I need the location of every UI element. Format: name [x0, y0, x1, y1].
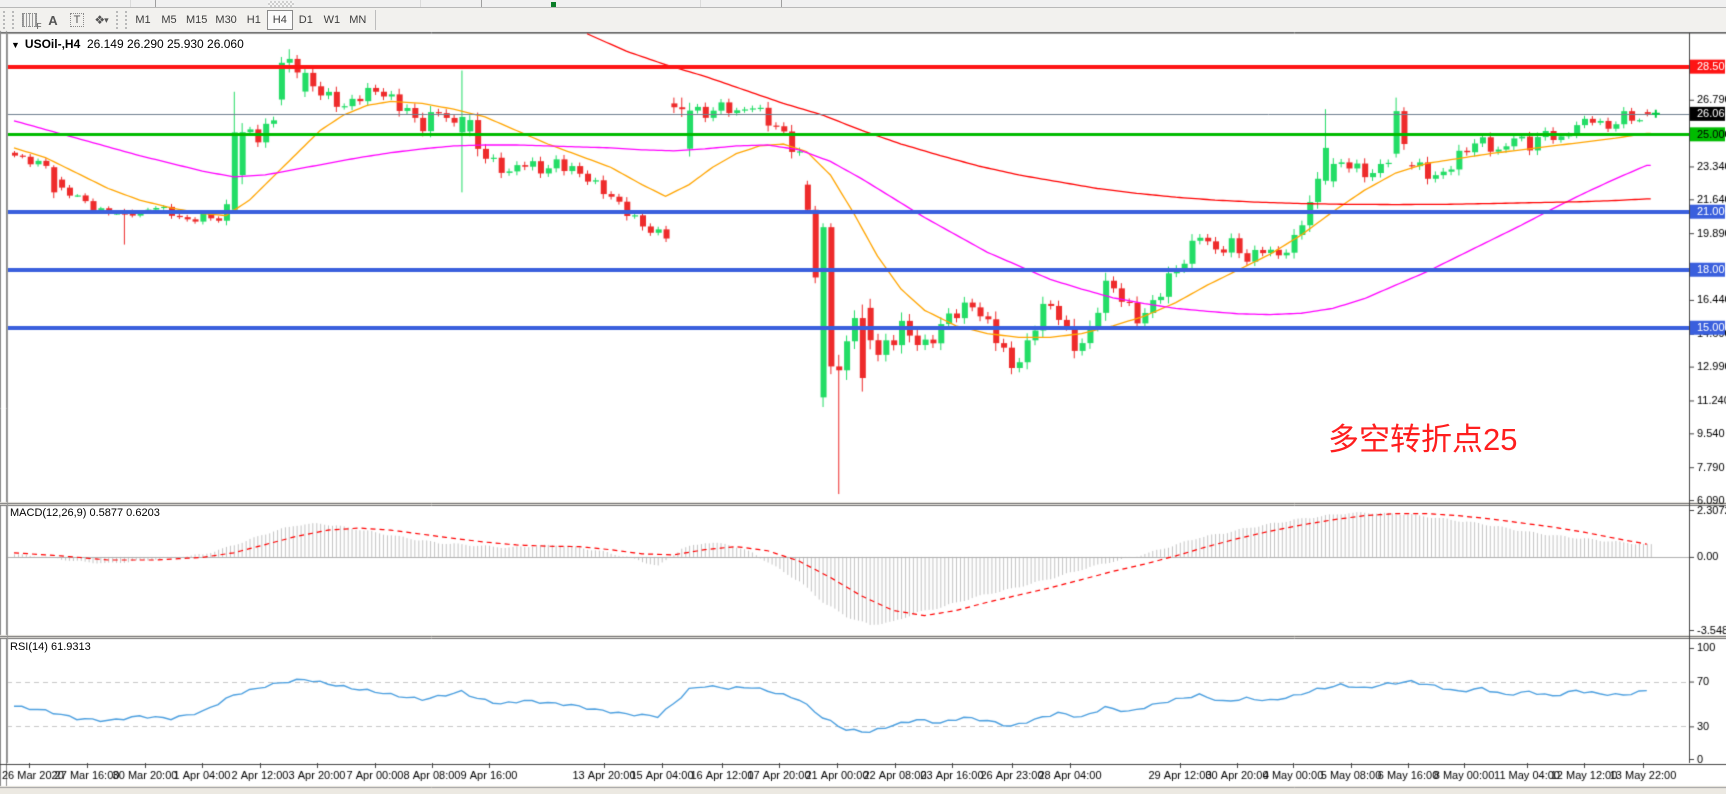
chart-annotation-text[interactable]: 多空转折点25 — [1328, 422, 1518, 457]
rsi-indicator-label: RSI(14) 61.9313 — [10, 641, 91, 653]
chart-ohlc-values: 26.149 26.290 25.930 26.060 — [86, 37, 244, 51]
macd-indicator-label: MACD(12,26,9) 0.5877 0.6203 — [10, 507, 160, 519]
chart-symbol-period: USOil-,H4 — [24, 37, 81, 51]
chart-title-caret-icon[interactable]: ▼ — [11, 40, 20, 50]
chart-title: ▼ USOil-,H4 26.149 26.290 25.930 26.060 — [11, 37, 244, 51]
